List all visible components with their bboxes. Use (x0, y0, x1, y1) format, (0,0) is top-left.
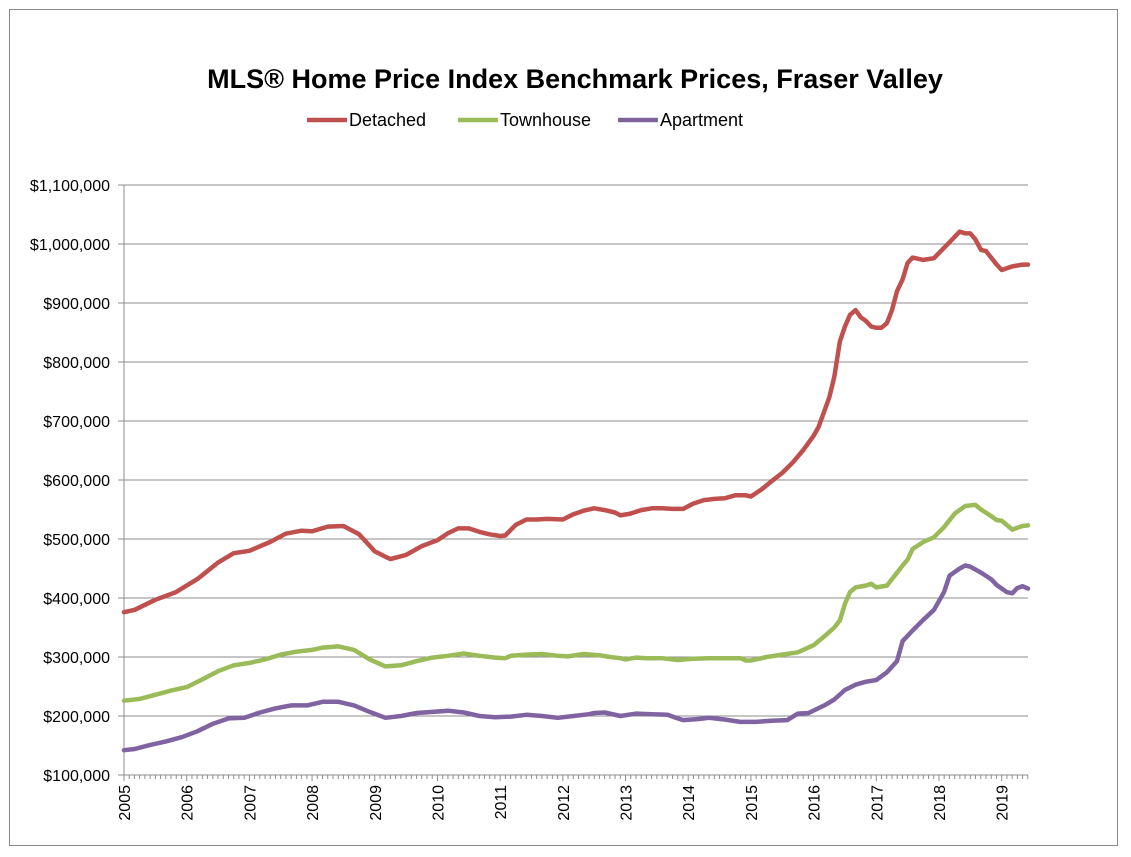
x-tick-label: 2010 (430, 785, 447, 821)
x-tick-label: 2006 (180, 785, 197, 821)
series-lines (121, 229, 1031, 753)
y-tick-label: $700,000 (43, 414, 110, 431)
x-tick-label: 2015 (744, 785, 761, 821)
x-tick-label: 2017 (869, 785, 886, 821)
x-tick-label: 2016 (807, 785, 824, 821)
legend-label-townhouse: Townhouse (500, 110, 591, 130)
y-tick-label: $100,000 (43, 768, 110, 785)
y-tick-label: $800,000 (43, 355, 110, 372)
series-line-detached (121, 229, 1031, 615)
x-tick-label: 2007 (242, 785, 259, 821)
y-tick-label: $400,000 (43, 591, 110, 608)
x-tick-label: 2009 (368, 785, 385, 821)
series-line-apartment (121, 563, 1031, 753)
gridlines (124, 184, 1028, 717)
x-tick-label: 2005 (117, 785, 134, 821)
x-tick-label: 2011 (493, 785, 510, 820)
chart-frame (9, 9, 1118, 846)
x-tick-label: 2019 (995, 785, 1012, 821)
legend-label-detached: Detached (349, 110, 426, 130)
x-tick-label: 2013 (619, 785, 636, 821)
y-tick-label: $600,000 (43, 473, 110, 490)
y-tick-label: $900,000 (43, 296, 110, 313)
y-axis-ticks: $100,000 $200,000 $300,000 $400,000 $500,000… (30, 178, 124, 785)
series-line-townhouse (121, 502, 1031, 703)
y-tick-label: $1,100,000 (30, 178, 110, 195)
x-tick-label: 2012 (556, 785, 573, 821)
x-axis-ticks: 2005 2006 2007 2008 2009 2010 2011 2012 2013 2014… (117, 775, 1029, 821)
legend-label-apartment: Apartment (660, 110, 743, 130)
x-tick-label: 2014 (681, 785, 698, 821)
legend: Detached Townhouse Apartment (307, 110, 743, 130)
x-tick-label: 2008 (305, 785, 322, 821)
y-tick-label: $1,000,000 (30, 237, 110, 254)
y-tick-label: $300,000 (43, 650, 110, 667)
y-tick-label: $500,000 (43, 532, 110, 549)
x-tick-label: 2018 (932, 785, 949, 821)
chart-title: MLS® Home Price Index Benchmark Prices, … (207, 64, 943, 94)
y-tick-label: $200,000 (43, 709, 110, 726)
